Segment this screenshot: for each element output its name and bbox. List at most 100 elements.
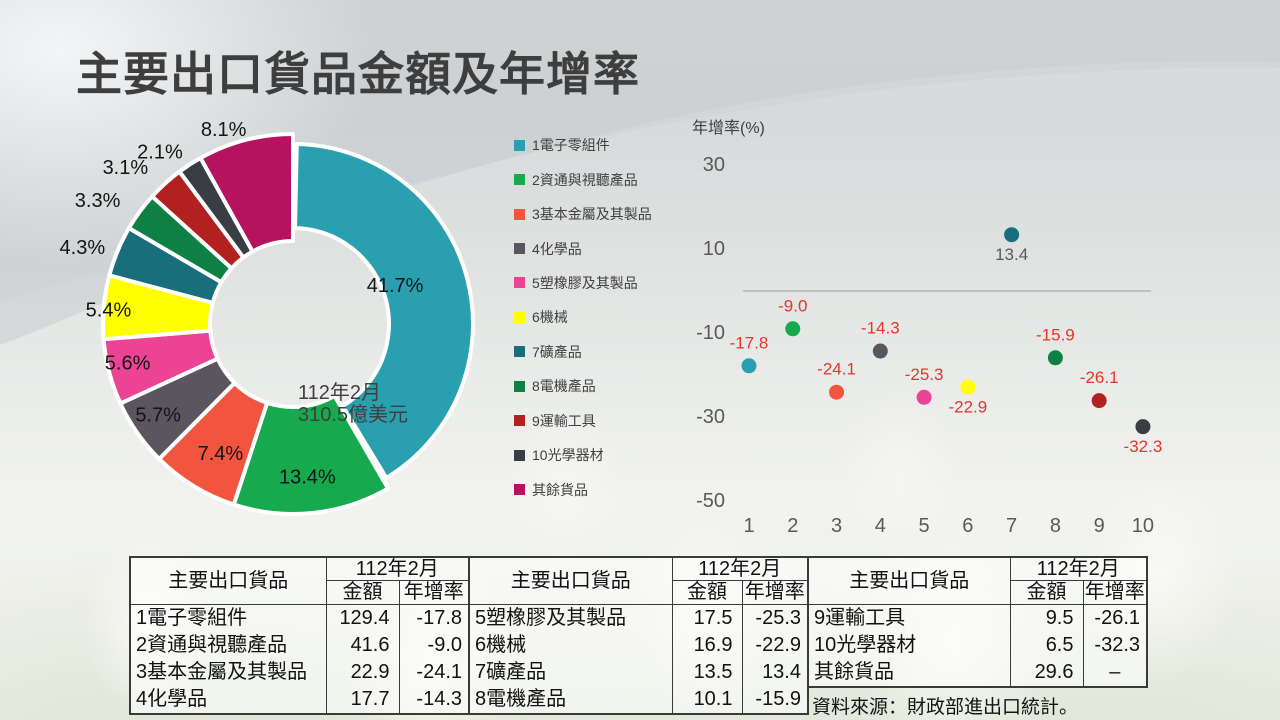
x-axis-tick: 9 bbox=[1094, 515, 1105, 537]
legend-item: 1電子零組件 bbox=[514, 128, 684, 162]
legend-item: 6機械 bbox=[514, 300, 684, 334]
amount-cell: 17.7 bbox=[325, 685, 400, 714]
table-row: 其餘貨品 29.6– bbox=[807, 658, 1148, 687]
scatter-point-label: 13.4 bbox=[995, 245, 1028, 264]
yoy-cell: -26.1 bbox=[1082, 604, 1148, 632]
scatter-point-label: -26.1 bbox=[1080, 368, 1119, 387]
legend-label: 1電子零組件 bbox=[532, 137, 610, 154]
amount-cell: 10.1 bbox=[671, 685, 743, 714]
legend-item: 2資通與視聽產品 bbox=[514, 162, 684, 196]
x-axis-tick: 1 bbox=[743, 515, 754, 537]
legend-label: 10光學器材 bbox=[532, 447, 604, 464]
legend-label: 4化學品 bbox=[532, 240, 582, 257]
amount-cell: 6.5 bbox=[1009, 631, 1084, 659]
scatter-point bbox=[785, 321, 801, 337]
legend-label: 2資通與視聽產品 bbox=[532, 171, 638, 188]
product-cell: 10光學器材 bbox=[807, 631, 1011, 659]
amount-cell: 9.5 bbox=[1009, 604, 1084, 632]
donut-slice-label: 41.7% bbox=[367, 275, 424, 297]
x-axis-tick: 7 bbox=[1006, 515, 1017, 537]
donut-slice-label: 2.1% bbox=[137, 142, 183, 164]
legend-label: 6機械 bbox=[532, 309, 568, 326]
y-axis-tick: 30 bbox=[703, 154, 725, 176]
table-row: 5塑橡膠及其製品 17.5 -25.3 bbox=[468, 604, 809, 632]
product-cell: 6機械 bbox=[468, 631, 673, 659]
legend-label: 3基本金屬及其製品 bbox=[532, 206, 652, 223]
amount-cell: 22.9 bbox=[325, 658, 400, 686]
donut-slice-label: 8.1% bbox=[201, 119, 247, 141]
legend-item: 5塑橡膠及其製品 bbox=[514, 266, 684, 300]
legend: 1電子零組件 2資通與視聽產品 3基本金屬及其製品 4化學品 5塑橡膠及其製品 6機械 7礦… bbox=[514, 128, 684, 507]
scatter-svg: 年增率(%) 30 10 -10 -30 -50 1 2 3 4 5 6 7 8 9 10 -17.8 -9.0 -… bbox=[692, 119, 1162, 537]
y-axis-tick: -10 bbox=[696, 322, 725, 344]
table-row: 8電機產品 10.1 -15.9 bbox=[468, 685, 809, 714]
table-row: 1電子零組件 129.4 -17.8 bbox=[129, 604, 470, 632]
export-table: 主要出口貨品 112年2月 金額 年增率 5塑橡膠及其製品 17.5 -25.3 6機械 16.… bbox=[468, 556, 809, 715]
legend-label: 7礦產品 bbox=[532, 343, 582, 360]
x-axis-tick: 4 bbox=[875, 515, 886, 537]
yoy-cell: -17.8 bbox=[398, 604, 470, 632]
donut-slice bbox=[198, 132, 295, 254]
x-axis-tick: 10 bbox=[1132, 515, 1154, 537]
amount-cell: 29.6 bbox=[1009, 658, 1084, 687]
scatter-chart: 年增率(%) 30 10 -10 -30 -50 1 2 3 4 5 6 7 8 9 10 -17.8 -9.0 -… bbox=[678, 105, 1178, 550]
scatter-point bbox=[829, 384, 845, 400]
scatter-point bbox=[1091, 393, 1107, 409]
table-header-yoy: 年增率 bbox=[741, 580, 809, 605]
scatter-point-label: -25.3 bbox=[905, 365, 944, 384]
summary-tables: 主要出口貨品 112年2月 金額 年增率 1電子零組件 129.4 -17.8 2資通與視聽產… bbox=[129, 556, 1148, 719]
legend-swatch bbox=[514, 380, 525, 392]
scatter-point-label: -15.9 bbox=[1036, 325, 1075, 344]
legend-item: 3基本金屬及其製品 bbox=[514, 197, 684, 231]
scatter-point-label: -17.8 bbox=[730, 333, 769, 352]
product-cell: 8電機產品 bbox=[468, 685, 673, 714]
scatter-point bbox=[960, 379, 976, 395]
scatter-point bbox=[916, 389, 932, 405]
legend-label: 5塑橡膠及其製品 bbox=[532, 274, 638, 291]
x-axis-tick: 2 bbox=[787, 515, 798, 537]
yoy-cell: -25.3 bbox=[741, 604, 809, 632]
yoy-cell: – bbox=[1082, 658, 1148, 687]
donut-slice-label: 7.4% bbox=[198, 443, 244, 465]
legend-label: 8電機產品 bbox=[532, 378, 596, 395]
product-cell: 2資通與視聽產品 bbox=[129, 631, 327, 659]
legend-swatch bbox=[514, 484, 525, 496]
scatter-point-label: -9.0 bbox=[778, 296, 807, 315]
product-cell: 5塑橡膠及其製品 bbox=[468, 604, 673, 632]
table-column: 主要出口貨品 112年2月 金額 年增率 1電子零組件 129.4 -17.8 2資通與視聽產… bbox=[129, 556, 470, 715]
legend-swatch bbox=[514, 139, 525, 151]
legend-label: 其餘貨品 bbox=[532, 481, 588, 498]
table-column: 主要出口貨品 112年2月 金額 年增率 9運輸工具 9.5 -26.1 10光學器材 6.5-… bbox=[807, 556, 1148, 719]
export-table: 主要出口貨品 112年2月 金額 年增率 1電子零組件 129.4 -17.8 2資通與視聽產… bbox=[129, 556, 470, 715]
product-cell: 4化學品 bbox=[129, 685, 327, 714]
legend-swatch bbox=[514, 346, 525, 358]
table-header-period: 112年2月 bbox=[671, 556, 809, 582]
donut-slice-label: 3.1% bbox=[103, 157, 149, 179]
amount-cell: 41.6 bbox=[325, 631, 400, 659]
x-axis-tick: 6 bbox=[962, 515, 973, 537]
yoy-cell: -15.9 bbox=[741, 685, 809, 714]
amount-cell: 17.5 bbox=[671, 604, 743, 632]
donut-chart: 41.7% 13.4% 7.4% 5.7% 5.6% 5.4% 4.3% 3.3% 3.1% 2.… bbox=[55, 85, 535, 565]
y-axis-tick: -50 bbox=[696, 490, 725, 512]
y-axis-tick: 10 bbox=[703, 238, 725, 260]
amount-cell: 129.4 bbox=[325, 604, 400, 632]
amount-cell: 16.9 bbox=[671, 631, 743, 659]
legend-swatch bbox=[514, 449, 525, 461]
donut-svg: 41.7% 13.4% 7.4% 5.7% 5.6% 5.4% 4.3% 3.3% 3.1%2.… bbox=[60, 119, 475, 516]
table-row: 2資通與視聽產品 41.6 -9.0 bbox=[129, 631, 470, 659]
x-axis-tick: 5 bbox=[919, 515, 930, 537]
table-header-amount: 金額 bbox=[1009, 580, 1084, 605]
yoy-cell: -24.1 bbox=[398, 658, 470, 686]
scatter-point bbox=[1047, 350, 1063, 366]
donut-slice-label: 13.4% bbox=[279, 466, 336, 488]
table-header-amount: 金額 bbox=[325, 580, 400, 605]
legend-swatch bbox=[514, 277, 525, 289]
product-cell: 1電子零組件 bbox=[129, 604, 327, 632]
donut-slice-label: 5.7% bbox=[135, 405, 181, 427]
table-header-product: 主要出口貨品 bbox=[807, 556, 1011, 605]
scatter-point bbox=[1004, 227, 1020, 243]
product-cell: 7礦產品 bbox=[468, 658, 673, 686]
legend-item: 4化學品 bbox=[514, 231, 684, 265]
donut-slice-label: 4.3% bbox=[60, 237, 106, 259]
